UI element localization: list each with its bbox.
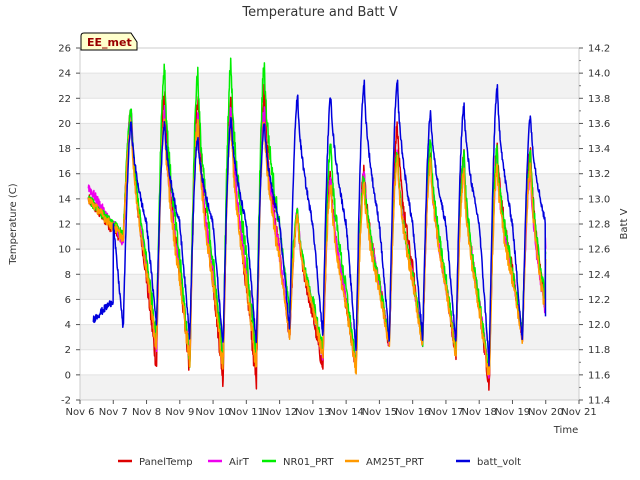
series-line-am25t-prt	[87, 116, 547, 376]
site-label-box: EE_met	[80, 32, 138, 51]
y2-tick-label: 14.2	[588, 44, 610, 55]
x-tick-label: Nov 6	[65, 407, 94, 418]
x-tick-label: Nov 7	[99, 407, 128, 418]
grid-band	[80, 274, 579, 300]
y-tick-label: 2	[65, 345, 71, 356]
site-label-frame	[80, 32, 138, 51]
y2-tick-label: 12.8	[588, 220, 610, 231]
y2-tick-label: 12.2	[588, 295, 610, 306]
y2-tick-label: 14.0	[588, 69, 610, 80]
y-tick-label: 8	[65, 270, 71, 281]
y-tick-label: 12	[58, 220, 71, 231]
x-tick-label: Nov 21	[561, 407, 596, 418]
y-tick-label: 10	[58, 245, 71, 256]
y-tick-label: 18	[58, 144, 71, 155]
y2-tick-label: 13.0	[588, 194, 610, 205]
x-tick-label: Nov 15	[362, 407, 397, 418]
chart-title: Temperature and Batt V	[241, 5, 397, 20]
y-tick-label: 16	[58, 169, 71, 180]
x-tick-label: Nov 19	[495, 407, 530, 418]
grid-band	[80, 73, 579, 99]
y2-tick-label: 13.2	[588, 169, 610, 180]
y2-axis-label: Batt V	[619, 208, 630, 239]
grid-band	[80, 324, 579, 350]
site-label: EE_met	[87, 36, 132, 49]
x-tick-label: Nov 16	[395, 407, 430, 418]
x-tick-label: Nov 17	[428, 407, 463, 418]
x-tick-label: Nov 9	[165, 407, 194, 418]
legend-label-nr01-prt: NR01_PRT	[283, 457, 334, 468]
y-tick-label: 26	[58, 44, 71, 55]
y-tick-label: 14	[58, 194, 71, 205]
legend: PanelTemp AirT NR01_PRT AM25T_PRT batt_volt	[118, 457, 521, 468]
y2-tick-label: 13.8	[588, 94, 610, 105]
grid-band	[80, 224, 579, 250]
x-tick-label: Nov 12	[262, 407, 297, 418]
series-line-nr01-prt	[87, 57, 547, 373]
y2-tick-label: 11.6	[588, 370, 610, 381]
x-tick-label: Nov 11	[229, 407, 264, 418]
legend-label-airt: AirT	[229, 457, 250, 468]
y2-tick-label: 11.8	[588, 345, 610, 356]
x-tick-label: Nov 20	[528, 407, 563, 418]
legend-label-paneltemp: PanelTemp	[139, 457, 193, 468]
y-axis-label: Temperature (C)	[8, 183, 19, 265]
y-tick-label: 6	[65, 295, 71, 306]
series-layer	[87, 57, 547, 391]
y2-tick-label: 13.4	[588, 144, 610, 155]
x-tick-label: Nov 8	[132, 407, 161, 418]
y-tick-label: 22	[58, 94, 71, 105]
grid-band	[80, 374, 579, 400]
y-tick-label: 0	[65, 370, 71, 381]
x-tick-label: Nov 18	[461, 407, 496, 418]
series-line-batt-volt	[92, 79, 547, 367]
legend-label-am25t-prt: AM25T_PRT	[366, 457, 425, 468]
y-tick-label: 20	[58, 119, 71, 130]
y-tick-label: 4	[65, 320, 71, 331]
y2-tick-label: 11.4	[588, 396, 610, 407]
y2-tick-label: 13.6	[588, 119, 610, 130]
y2-tick-label: 12.6	[588, 245, 610, 256]
x-tick-label: Nov 14	[328, 407, 363, 418]
x-axis-label: Time	[553, 425, 578, 436]
y2-tick-label: 12.0	[588, 320, 610, 331]
y-tick-label: -2	[61, 396, 71, 407]
y-tick-label: 24	[58, 69, 71, 80]
legend-label-batt-volt: batt_volt	[477, 457, 521, 468]
y2-tick-label: 12.4	[588, 270, 610, 281]
x-tick-label: Nov 13	[295, 407, 330, 418]
x-tick-label: Nov 10	[195, 407, 230, 418]
